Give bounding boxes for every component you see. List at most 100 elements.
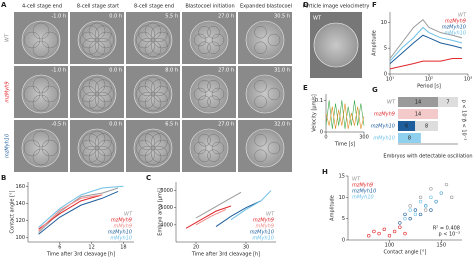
scatter-point <box>377 231 381 236</box>
column-header: 4-cell stage end <box>22 4 62 10</box>
cell <box>79 85 97 103</box>
series-line <box>195 208 227 226</box>
series-line <box>389 26 463 62</box>
x-axis-label: Time after 3rd cleavage [h] <box>46 252 115 258</box>
scatter-point <box>408 216 412 221</box>
cell <box>193 87 207 101</box>
series-line <box>185 205 232 229</box>
time-label: 5.5 h <box>165 14 178 20</box>
x-tick-label: 10³ <box>464 77 472 83</box>
cell <box>151 146 168 163</box>
cell <box>32 40 50 58</box>
cell <box>153 31 171 49</box>
cell <box>153 85 171 103</box>
y-tick-label: 0.1 <box>315 98 323 104</box>
cell <box>23 31 41 49</box>
time-label: 6.5 h <box>165 122 178 128</box>
cell <box>254 80 267 93</box>
scatter-point <box>424 208 428 212</box>
legend-entry: mMyh10 <box>444 31 466 37</box>
cell <box>32 94 50 112</box>
bar-segment <box>415 121 438 131</box>
series-line <box>389 34 463 65</box>
legend-entry: mzMyh9 <box>352 183 373 189</box>
embryo <box>21 74 61 114</box>
y-axis-label: Velocity [µm/s] <box>312 94 318 131</box>
cell <box>41 31 59 49</box>
y-tick-label: 0 <box>384 72 387 78</box>
x-axis-label: Embryos with detectable oscillation <box>383 154 472 160</box>
scatter-point <box>408 208 412 212</box>
y-tick-label: 15 <box>339 174 345 180</box>
legend-entry: mMyh10 <box>110 236 132 242</box>
y-tick-label: 10 <box>339 195 345 201</box>
y-tick-label: 5 <box>384 46 387 52</box>
legend-entry: mzMyh10 <box>108 230 132 236</box>
x-axis-label: Time after 3rd cleavage [h] <box>191 252 260 258</box>
series-line <box>230 190 272 221</box>
cell <box>82 146 99 163</box>
x-axis-label: Period [s] <box>417 84 441 90</box>
embryo <box>77 128 117 168</box>
panel-letter: B <box>1 174 6 182</box>
series-line <box>195 191 242 219</box>
x-tick-label: 30 <box>243 245 249 251</box>
cell <box>82 25 99 42</box>
y-axis-label: Amplitude <box>372 30 378 56</box>
bar-segment <box>398 97 438 107</box>
annotation: p < 10⁻³ <box>461 100 467 122</box>
panel-letter: F <box>372 1 377 9</box>
x-tick-label: 18 <box>120 245 126 251</box>
row-label: mzMyh10 <box>5 134 11 158</box>
scatter-point <box>408 204 412 208</box>
scatter-point <box>403 216 407 221</box>
cell <box>254 134 267 147</box>
legend-entry: mMyh9 <box>256 224 275 230</box>
embryo <box>21 20 61 60</box>
y-tick-label: 0 <box>320 130 323 136</box>
cell <box>82 92 99 109</box>
legend-entry: mzMyh9 <box>445 19 466 25</box>
embryo <box>77 74 117 114</box>
legend-entry: WT <box>124 212 133 218</box>
piv-title: Particle image velocimetry <box>303 4 370 10</box>
annotation: p < 10⁻³ <box>438 232 460 238</box>
cell <box>82 79 99 96</box>
scatter-point <box>444 182 449 187</box>
y-tick-label: 140 <box>15 201 25 207</box>
cell <box>138 92 155 109</box>
cell <box>151 25 168 42</box>
cell <box>144 94 162 112</box>
cell <box>153 139 171 157</box>
cell <box>95 25 112 42</box>
bar-label: 6 <box>405 124 408 130</box>
cell <box>79 31 97 49</box>
cell <box>88 148 106 166</box>
panel-letter: H <box>322 168 328 176</box>
y-axis-label: Contact angle [°] <box>10 190 16 233</box>
cell <box>138 25 155 42</box>
cell <box>32 76 50 94</box>
embryo <box>189 74 229 114</box>
y-tick-label: 100 <box>15 235 25 241</box>
cell <box>207 95 220 108</box>
embryo <box>313 22 359 68</box>
scatter-point <box>392 229 397 234</box>
scatter-point <box>403 212 407 217</box>
panel-letter: A <box>1 1 7 9</box>
embryo <box>189 20 229 60</box>
cell <box>151 38 168 55</box>
x-tick-label: 12 <box>88 245 94 251</box>
time-label: 27.0 h <box>218 14 234 20</box>
column-header: Blastocoel initiation <box>185 4 234 10</box>
time-label: -1.0 h <box>51 68 66 74</box>
y-axis-label: Amplitude <box>330 195 336 221</box>
cell <box>88 22 106 40</box>
cell <box>207 80 220 93</box>
cell <box>254 26 267 39</box>
cell <box>144 148 162 166</box>
panel-letter: D <box>303 1 309 9</box>
column-header: 8-cell stage end <box>134 4 174 10</box>
cell <box>267 33 281 47</box>
y-tick-label: 4000 <box>160 222 173 228</box>
